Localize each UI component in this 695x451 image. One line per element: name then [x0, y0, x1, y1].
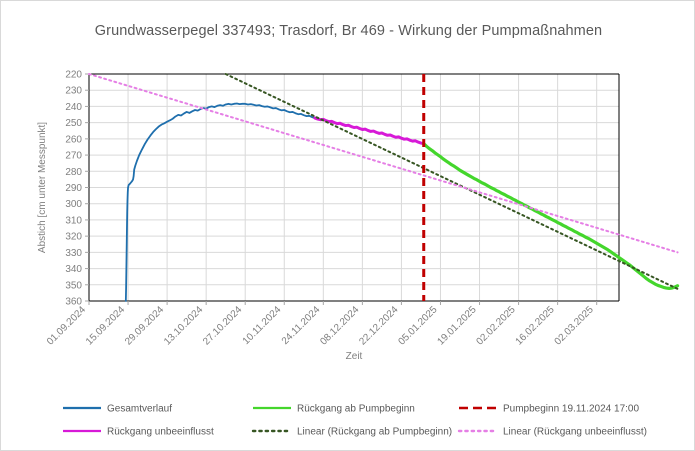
- y-tick-label-340: 340: [65, 264, 82, 275]
- x-tick-label-13: 02.03.2025: [553, 304, 596, 347]
- axis-titles: Abstich [cm unter Messpunkt] Zeit: [37, 122, 363, 362]
- trendline-0: [224, 73, 679, 290]
- y-tick-label-320: 320: [65, 232, 82, 243]
- x-tick-label-8: 22.12.2024: [357, 304, 400, 347]
- y-tick-label-350: 350: [65, 280, 82, 291]
- x-tick-label-0: 01.09.2024: [45, 304, 88, 347]
- legend-label-0: Gesamtverlauf: [107, 404, 172, 415]
- y-tick-label-310: 310: [65, 215, 82, 226]
- x-tick-label-12: 16.02.2025: [514, 304, 557, 347]
- trendline-layer: [88, 73, 679, 290]
- x-tick-label-7: 08.12.2024: [318, 304, 361, 347]
- y-axis-title: Abstich [cm unter Messpunkt]: [37, 122, 48, 253]
- y-tick-label-360: 360: [65, 297, 82, 308]
- x-tick-label-1: 15.09.2024: [84, 304, 127, 347]
- x-tick-label-10: 19.01.2025: [435, 304, 478, 347]
- chart-legend: Gesamtverlauf Rückgang ab Pumpbeginn Pumpb…: [63, 404, 647, 438]
- x-tick-label-5: 10.11.2024: [241, 304, 284, 347]
- x-tick-label-4: 27.10.2024: [201, 304, 244, 347]
- trendline-1: [88, 73, 679, 254]
- y-tick-label-300: 300: [65, 199, 82, 210]
- series-line-1: [313, 116, 426, 146]
- x-tick-label-6: 24.11.2024: [280, 304, 323, 347]
- y-tick-label-240: 240: [65, 102, 82, 113]
- legend-label-4: Linear (Rückgang ab Pumpbeginn): [297, 427, 452, 438]
- series-line-0: [124, 102, 316, 302]
- y-tick-label-230: 230: [65, 86, 82, 97]
- legend-label-5: Linear (Rückgang unbeeinflusst): [503, 427, 647, 438]
- x-tick-label-11: 02.02.2025: [475, 304, 518, 347]
- chart-title: Grundwasserpegel 337493; Trasdorf, Br 46…: [94, 23, 603, 39]
- legend-label-3: Rückgang unbeeinflusst: [107, 427, 214, 438]
- legend-label-2: Pumpbeginn 19.11.2024 17:00: [503, 404, 639, 415]
- y-tick-label-270: 270: [65, 151, 82, 162]
- y-tick-label-330: 330: [65, 248, 82, 259]
- y-tick-label-260: 260: [65, 134, 82, 145]
- data-series-layer: [124, 102, 680, 302]
- series-line-2: [422, 142, 680, 290]
- y-axis-ticks: 220 230 240 250 260 270 280 290 300 310 320 330 340 3…: [65, 70, 89, 308]
- x-axis-title: Zeit: [346, 351, 363, 362]
- y-tick-label-280: 280: [65, 167, 82, 178]
- x-axis-ticks: 01.09.202415.09.202429.09.202413.10.2024…: [45, 301, 598, 348]
- x-tick-label-9: 05.01.2025: [396, 304, 439, 347]
- y-tick-label-290: 290: [65, 183, 82, 194]
- y-tick-label-220: 220: [65, 70, 82, 81]
- legend-label-1: Rückgang ab Pumpbeginn: [297, 404, 415, 415]
- x-tick-label-2: 29.09.2024: [123, 304, 166, 347]
- x-tick-label-3: 13.10.2024: [162, 304, 205, 347]
- gridlines: [89, 73, 619, 302]
- y-tick-label-250: 250: [65, 118, 82, 129]
